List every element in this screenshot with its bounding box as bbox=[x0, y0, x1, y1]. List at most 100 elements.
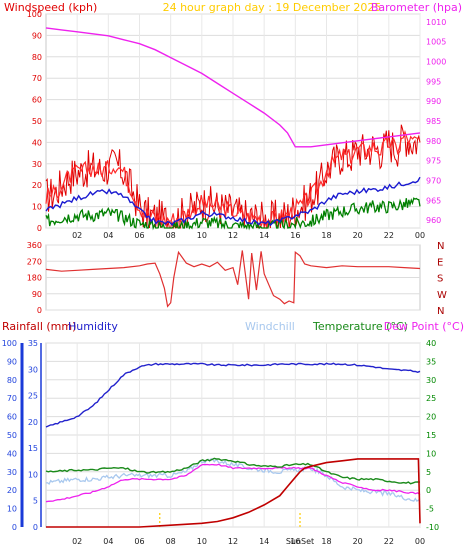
rainfall-axis-tick-label: 80 bbox=[7, 376, 17, 385]
rainfall-axis-tick-label: 30 bbox=[7, 468, 17, 477]
wind-time-tick-label: 18 bbox=[321, 231, 331, 240]
barometer-axis-tick-label: 1010 bbox=[426, 18, 446, 27]
compass-point-label: S bbox=[437, 274, 443, 285]
wind-time-tick-label: 00 bbox=[415, 231, 425, 240]
wind-time-tick-label: 16 bbox=[290, 231, 300, 240]
temp-time-tick-label: 06 bbox=[134, 537, 144, 546]
wind-time-tick-label: 12 bbox=[228, 231, 238, 240]
wind-average-series-line bbox=[45, 176, 421, 227]
wind-axis-tick-label: 80 bbox=[32, 53, 42, 62]
wind-axis-tick-label: 10 bbox=[32, 203, 42, 212]
rainfall-series-line bbox=[46, 458, 421, 528]
temp-time-tick-label: 08 bbox=[166, 537, 176, 546]
temp-time-tick-label: 02 bbox=[72, 537, 82, 546]
temp-time-tick-label: 10 bbox=[197, 537, 207, 546]
barometer-axis-tick-label: 985 bbox=[426, 117, 441, 126]
wind-time-tick-label: 04 bbox=[103, 231, 113, 240]
humidity-axis-tick-label: 15 bbox=[28, 444, 38, 453]
wind-low-series-line bbox=[45, 197, 421, 231]
wind-axis-tick-label: 100 bbox=[27, 10, 42, 19]
direction-axis-tick-label: 180 bbox=[27, 274, 42, 283]
wind-time-tick-label: 20 bbox=[353, 231, 363, 240]
wind-barometer-panel: 0 10 20 30 40 50 60 70 80 90 100 960 965 970 975 980 985… bbox=[27, 10, 447, 240]
rainfall-axis-tick-label: 90 bbox=[7, 357, 17, 366]
temperature-axis-tick-label: 15 bbox=[426, 431, 436, 440]
humidity-axis-tick-label: 30 bbox=[28, 365, 38, 374]
humidity-axis-title: Humidity bbox=[68, 320, 118, 333]
wind-time-tick-label: 22 bbox=[384, 231, 394, 240]
wind-axis-tick-label: 20 bbox=[32, 181, 42, 190]
direction-axis-tick-label: 90 bbox=[32, 290, 42, 299]
windspeed-axis-title: Windspeed (kph) bbox=[4, 1, 97, 14]
temperature-axis-tick-label: -5 bbox=[426, 505, 434, 514]
wind-time-tick-label: 08 bbox=[166, 231, 176, 240]
humidity-axis-tick-label: 10 bbox=[28, 470, 38, 479]
windchill-series-line bbox=[45, 457, 421, 503]
windchill-series-title: Windchill bbox=[245, 320, 295, 333]
wind-axis-tick-label: 90 bbox=[32, 31, 42, 40]
rainfall-axis-tick-label: 20 bbox=[7, 486, 17, 495]
temp-time-tick-label: 16 bbox=[290, 537, 300, 546]
humidity-axis-tick-label: 5 bbox=[33, 497, 38, 506]
compass-point-label: N bbox=[437, 306, 444, 317]
wind-direction-series-line bbox=[45, 250, 421, 308]
wind-time-tick-label: 14 bbox=[259, 231, 269, 240]
barometer-axis-tick-label: 970 bbox=[426, 176, 441, 185]
temperature-axis-tick-label: 25 bbox=[426, 394, 436, 403]
temp-time-tick-label: 00 bbox=[415, 537, 425, 546]
compass-point-label: N bbox=[437, 241, 444, 252]
temperature-axis-tick-label: 40 bbox=[426, 339, 436, 348]
wind-axis-tick-label: 30 bbox=[32, 160, 42, 169]
rainfall-axis-tick-label: 100 bbox=[2, 339, 17, 348]
humidity-axis-tick-label: 0 bbox=[33, 523, 38, 532]
wind-time-tick-label: 06 bbox=[134, 231, 144, 240]
direction-axis-tick-label: 270 bbox=[27, 257, 42, 266]
temperature-axis-tick-label: 5 bbox=[426, 468, 431, 477]
humidity-axis-tick-label: 25 bbox=[28, 392, 38, 401]
temp-time-tick-label: 14 bbox=[259, 537, 269, 546]
temp-time-tick-label: 22 bbox=[384, 537, 394, 546]
barometer-axis-tick-label: 960 bbox=[426, 216, 441, 225]
humidity-axis-tick-label: 20 bbox=[28, 418, 38, 427]
direction-axis-tick-label: 360 bbox=[27, 241, 42, 250]
barometer-axis-tick-label: 1005 bbox=[426, 38, 446, 47]
temperature-axis-tick-label: 10 bbox=[426, 449, 436, 458]
dewpoint-series-title: Dew Point (°C) bbox=[384, 320, 464, 333]
wind-axis-tick-label: 0 bbox=[37, 224, 42, 233]
barometer-axis-tick-label: 995 bbox=[426, 77, 441, 86]
wind-axis-tick-label: 70 bbox=[32, 74, 42, 83]
wind-direction-panel: 0 N 90 E 180 S 270 W 360 N bbox=[27, 241, 447, 317]
barometer-axis-tick-label: 1000 bbox=[426, 58, 446, 67]
barometer-axis-tick-label: 980 bbox=[426, 137, 441, 146]
barometer-axis-tick-label: 975 bbox=[426, 157, 441, 166]
temperature-axis-tick-label: 30 bbox=[426, 376, 436, 385]
wind-axis-tick-label: 50 bbox=[32, 117, 42, 126]
rainfall-axis-tick-label: 0 bbox=[12, 523, 17, 532]
sunset-label: SunSet bbox=[286, 537, 314, 546]
temp-time-tick-label: 04 bbox=[103, 537, 113, 546]
humidity-axis-tick-label: 35 bbox=[28, 339, 38, 348]
humidity-series-line bbox=[45, 362, 421, 428]
wind-time-tick-label: 10 bbox=[197, 231, 207, 240]
temp-time-tick-label: 18 bbox=[321, 537, 331, 546]
temp-time-tick-label: 20 bbox=[353, 537, 363, 546]
barometer-axis-title: Barometer (hpa) bbox=[371, 1, 462, 14]
rainfall-axis-tick-label: 50 bbox=[7, 431, 17, 440]
rainfall-axis-tick-label: 60 bbox=[7, 413, 17, 422]
temperature-rain-panel: -10-505101520253035400102030405060708090… bbox=[2, 339, 439, 546]
temp-time-tick-label: 12 bbox=[228, 537, 238, 546]
graph-date-title: 24 hour graph day : 19 December 2025 bbox=[163, 1, 382, 14]
direction-axis-tick-label: 0 bbox=[37, 306, 42, 315]
barometer-series-line bbox=[45, 27, 421, 148]
rainfall-axis-tick-label: 70 bbox=[7, 394, 17, 403]
barometer-axis-tick-label: 990 bbox=[426, 97, 441, 106]
dewpoint-series-line bbox=[45, 463, 421, 503]
wind-axis-tick-label: 60 bbox=[32, 96, 42, 105]
wind-time-tick-label: 02 bbox=[72, 231, 82, 240]
wind-axis-tick-label: 40 bbox=[32, 138, 42, 147]
compass-point-label: W bbox=[437, 290, 447, 301]
temperature-axis-title: Temperature (°C) bbox=[312, 320, 408, 333]
temperature-axis-tick-label: 0 bbox=[426, 486, 431, 495]
rainfall-axis-tick-label: 10 bbox=[7, 505, 17, 514]
